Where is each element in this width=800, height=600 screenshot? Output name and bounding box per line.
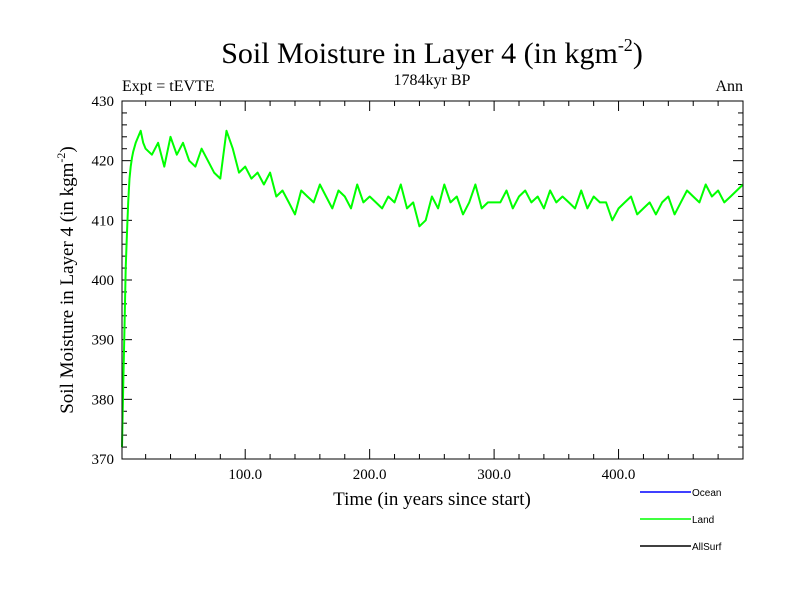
- y-tick-label: 380: [92, 392, 115, 408]
- y-axis-title: Soil Moisture in Layer 4 (in kgm-2): [54, 146, 78, 414]
- series-layer: [121, 129, 744, 448]
- plot-area: 100.0 200.0 300.0 400.0 370 380 390 400 410 420 4…: [92, 94, 744, 483]
- y-tick-label: 410: [92, 213, 115, 229]
- x-axis-title: Time (in years since start): [333, 489, 531, 510]
- x-tick-label: 400.0: [602, 467, 636, 483]
- y-tick-label: 400: [92, 273, 115, 289]
- x-tick-label: 300.0: [477, 467, 511, 483]
- legend: Ocean Land AllSurf: [640, 488, 722, 553]
- y-axis: 370 380 390 400 410 420 430: [92, 94, 743, 468]
- y-tick-label: 430: [92, 94, 115, 110]
- legend-label-land: Land: [692, 515, 714, 526]
- plot-frame: [121, 100, 744, 460]
- chart-title: Soil Moisture in Layer 4 (in kgm-2): [221, 35, 643, 70]
- period-label: 1784kyr BP: [394, 72, 471, 89]
- series-line-land: [121, 129, 744, 448]
- minor-ticks: [122, 101, 743, 459]
- x-axis: 100.0 200.0 300.0 400.0: [228, 101, 635, 483]
- y-tick-label: 370: [92, 452, 115, 468]
- legend-label-allsurf: AllSurf: [692, 542, 722, 553]
- x-tick-label: 100.0: [228, 467, 262, 483]
- x-tick-label: 200.0: [353, 467, 387, 483]
- experiment-label: Expt = tEVTE: [122, 78, 215, 95]
- y-tick-label: 420: [92, 154, 115, 170]
- y-tick-label: 390: [92, 333, 115, 349]
- legend-label-ocean: Ocean: [692, 488, 721, 499]
- season-label: Ann: [715, 78, 743, 95]
